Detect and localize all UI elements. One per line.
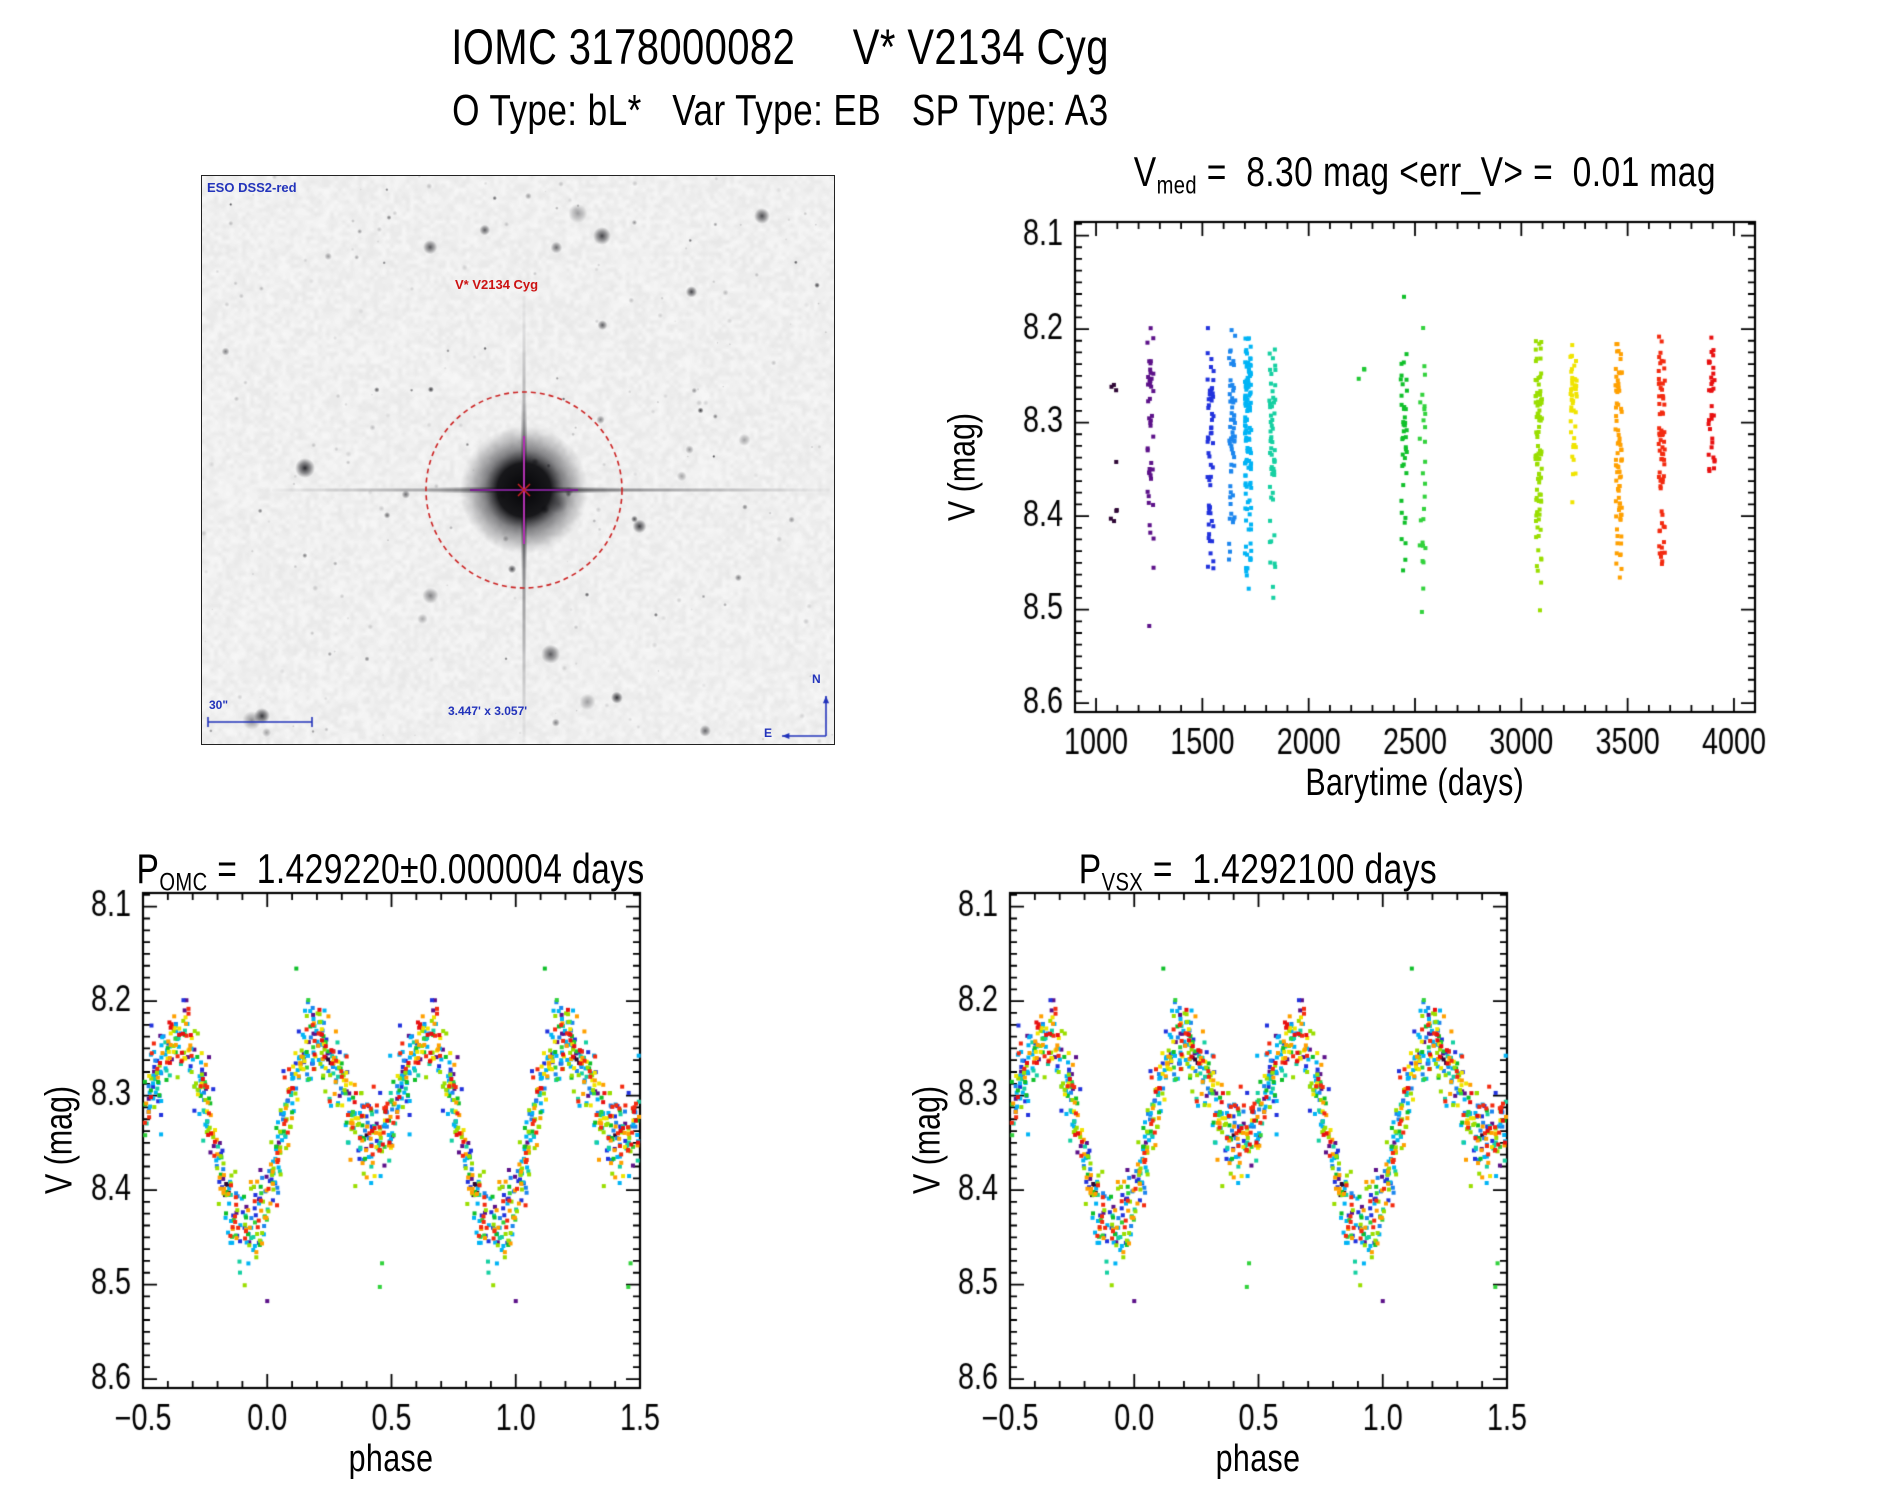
pvsx-symbol: P [1078,845,1102,892]
vsx-xaxis-label: phase [1215,1438,1301,1480]
pomc-subscript: OMC [159,868,208,897]
barytime-yaxis-label: V (mag) [941,412,984,522]
pomc-value: = 1.429220±0.000004 days [207,845,646,892]
vmed-symbol: V [1133,148,1157,195]
pvsx-value: = 1.4292100 days [1143,845,1438,892]
vmed-subscript: med [1156,171,1198,200]
pomc-symbol: P [136,845,160,892]
vsx-yaxis-label: V (mag) [906,1085,949,1195]
vsx-plot-title: PVSX = 1.4292100 days [958,845,1558,898]
barytime-xaxis-label: Barytime (days) [1305,762,1525,804]
omc-xaxis-label: phase [348,1438,434,1480]
omc-yaxis-label: V (mag) [38,1085,81,1195]
pvsx-subscript: VSX [1101,868,1144,897]
vmed-value: = 8.30 mag <err_V> = 0.01 mag [1197,148,1717,195]
omc-plot-title: POMC = 1.429220±0.000004 days [91,845,691,898]
barytime-plot-title: Vmed = 8.30 mag <err_V> = 0.01 mag [1015,148,1835,201]
